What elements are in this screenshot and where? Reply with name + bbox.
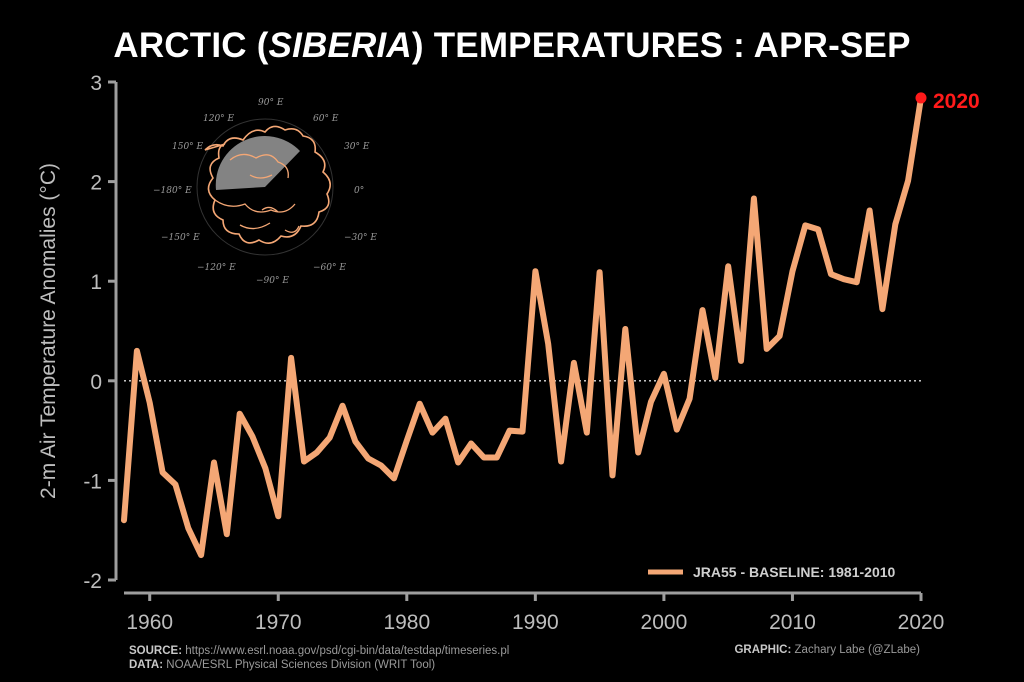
map-label-m30e: −30° E [344,233,377,243]
coastline-outer [204,125,331,244]
legend: JRA55 - BASELINE: 1981-2010 [648,564,896,580]
x-tick-label-4: 2000 [641,611,688,634]
x-tick-label-6: 2020 [898,611,945,634]
map-label-150e: 150° E [172,142,204,152]
map-label-m120e: −120° E [197,263,236,273]
map-label-90e: 90° E [258,98,284,108]
y-tick-label-4: 2 [90,172,102,195]
y-tick-label-0: -2 [83,570,102,593]
map-label-m90e: −90° E [256,276,289,286]
y-tick-label-2: 0 [90,371,102,394]
x-tick-label-2: 1980 [383,611,430,634]
x-tick-label-5: 2010 [769,611,816,634]
y-tick-label-5: 3 [90,72,102,95]
footer-sources: SOURCE: https://www.esrl.noaa.gov/psd/cg… [129,644,509,672]
map-label-m60e: −60° E [313,263,346,273]
data-line: DATA: NOAA/ESRL Physical Sciences Divisi… [129,659,436,671]
siberia-region [215,136,300,190]
axes: -2 -1 0 1 2 3 1960 1970 1980 1990 2000 2010 2020 2-m … [37,72,944,634]
y-tick-label-3: 1 [90,271,102,294]
map-label-120e: 120° E [203,114,235,124]
map-label-60e: 60° E [313,114,339,124]
highlight-point [915,92,927,104]
y-tick-label-1: -1 [83,470,102,493]
footer-credit: GRAPHIC: Zachary Labe (@ZLabe) [734,644,920,656]
map-label-m150e: −150° E [161,233,200,243]
x-tick-label-0: 1960 [126,611,173,634]
legend-label: JRA55 - BASELINE: 1981-2010 [693,564,896,580]
x-tick-label-3: 1990 [512,611,559,634]
chart-title: ARCTIC (SIBERIA) TEMPERATURES : APR-SEP [113,26,911,65]
map-label-0: 0° [354,186,364,196]
x-tick-label-1: 1970 [255,611,302,634]
y-axis-label: 2-m Air Temperature Anomalies (°C) [37,163,60,499]
series-group: 2020 [121,90,980,559]
map-inset: 120° E 90° E 60° E 150° E 30° E −180° E … [153,98,377,286]
highlight-label: 2020 [933,90,980,113]
source-line: SOURCE: https://www.esrl.noaa.gov/psd/cg… [129,645,510,657]
map-circle [196,118,334,256]
map-label-30e: 30° E [344,142,370,152]
map-label-180e: −180° E [153,186,192,196]
coastline-inner [214,153,300,233]
